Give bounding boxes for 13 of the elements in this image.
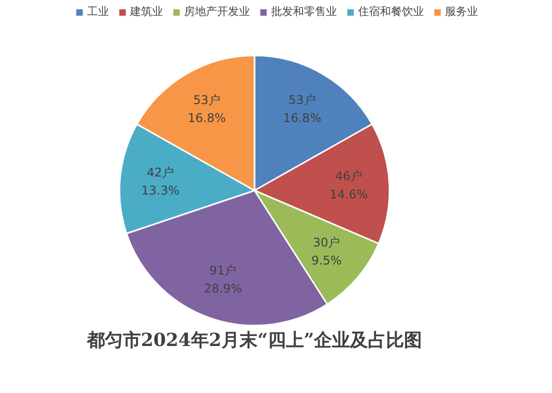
data-label: 53户 16.8% <box>283 92 322 125</box>
data-label: 42户 13.3% <box>141 165 180 198</box>
legend-label: 建筑业 <box>130 4 163 19</box>
text: 都匀市2024年2月末“四上”企业及占比图 <box>86 330 422 351</box>
legend-label: 服务业 <box>445 4 478 19</box>
data-label: 46户 14.6% <box>330 169 368 202</box>
legend-label: 批发和零售业 <box>271 4 337 19</box>
data-label: 53户 16.8% <box>188 92 226 125</box>
data-label: 91户 28.9% <box>204 264 242 296</box>
data-label: 30户 9.5% <box>311 236 342 268</box>
legend-label: 工业 <box>87 4 109 19</box>
legend-label: 房地产开发业 <box>184 4 250 19</box>
legend-label: 住宿和餐饮业 <box>358 4 424 19</box>
